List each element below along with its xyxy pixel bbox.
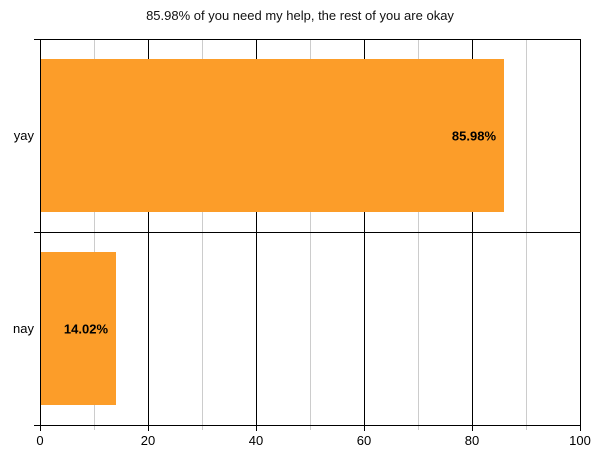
x-axis-minor-tick — [94, 426, 95, 430]
x-axis-minor-tick — [418, 426, 419, 430]
row-divider — [34, 232, 581, 233]
x-axis-tick-label: 40 — [248, 433, 264, 448]
x-axis-tick — [40, 426, 41, 431]
plot-top-border — [34, 39, 581, 40]
bar-value-label-yay: 85.98% — [451, 128, 496, 143]
category-label-yay: yay — [13, 128, 34, 143]
bar-value-label-nay: 14.02% — [63, 321, 108, 336]
chart-title: 85.98% of you need my help, the rest of … — [146, 8, 454, 23]
x-axis-tick-label: 80 — [464, 433, 480, 448]
x-axis-tick — [148, 426, 149, 431]
x-axis-tick-label: 60 — [356, 433, 372, 448]
x-axis-tick-label: 20 — [140, 433, 156, 448]
plot-right-border — [580, 39, 581, 426]
x-axis-tick — [256, 426, 257, 431]
x-axis-tick — [364, 426, 365, 431]
plot-area: 85.98% 14.02% — [40, 39, 580, 425]
x-axis-tick — [472, 426, 473, 431]
y-axis-line — [40, 39, 41, 425]
x-axis-tick-label: 100 — [569, 433, 591, 448]
bar-yay: 85.98% — [40, 59, 504, 212]
x-axis-minor-tick — [526, 426, 527, 430]
x-axis-tick — [580, 426, 581, 431]
bar-nay: 14.02% — [40, 252, 116, 405]
x-axis-line — [34, 425, 581, 426]
x-axis-minor-tick — [202, 426, 203, 430]
x-axis-minor-tick — [310, 426, 311, 430]
category-label-nay: nay — [13, 321, 34, 336]
x-axis-tick-label: 0 — [36, 433, 44, 448]
